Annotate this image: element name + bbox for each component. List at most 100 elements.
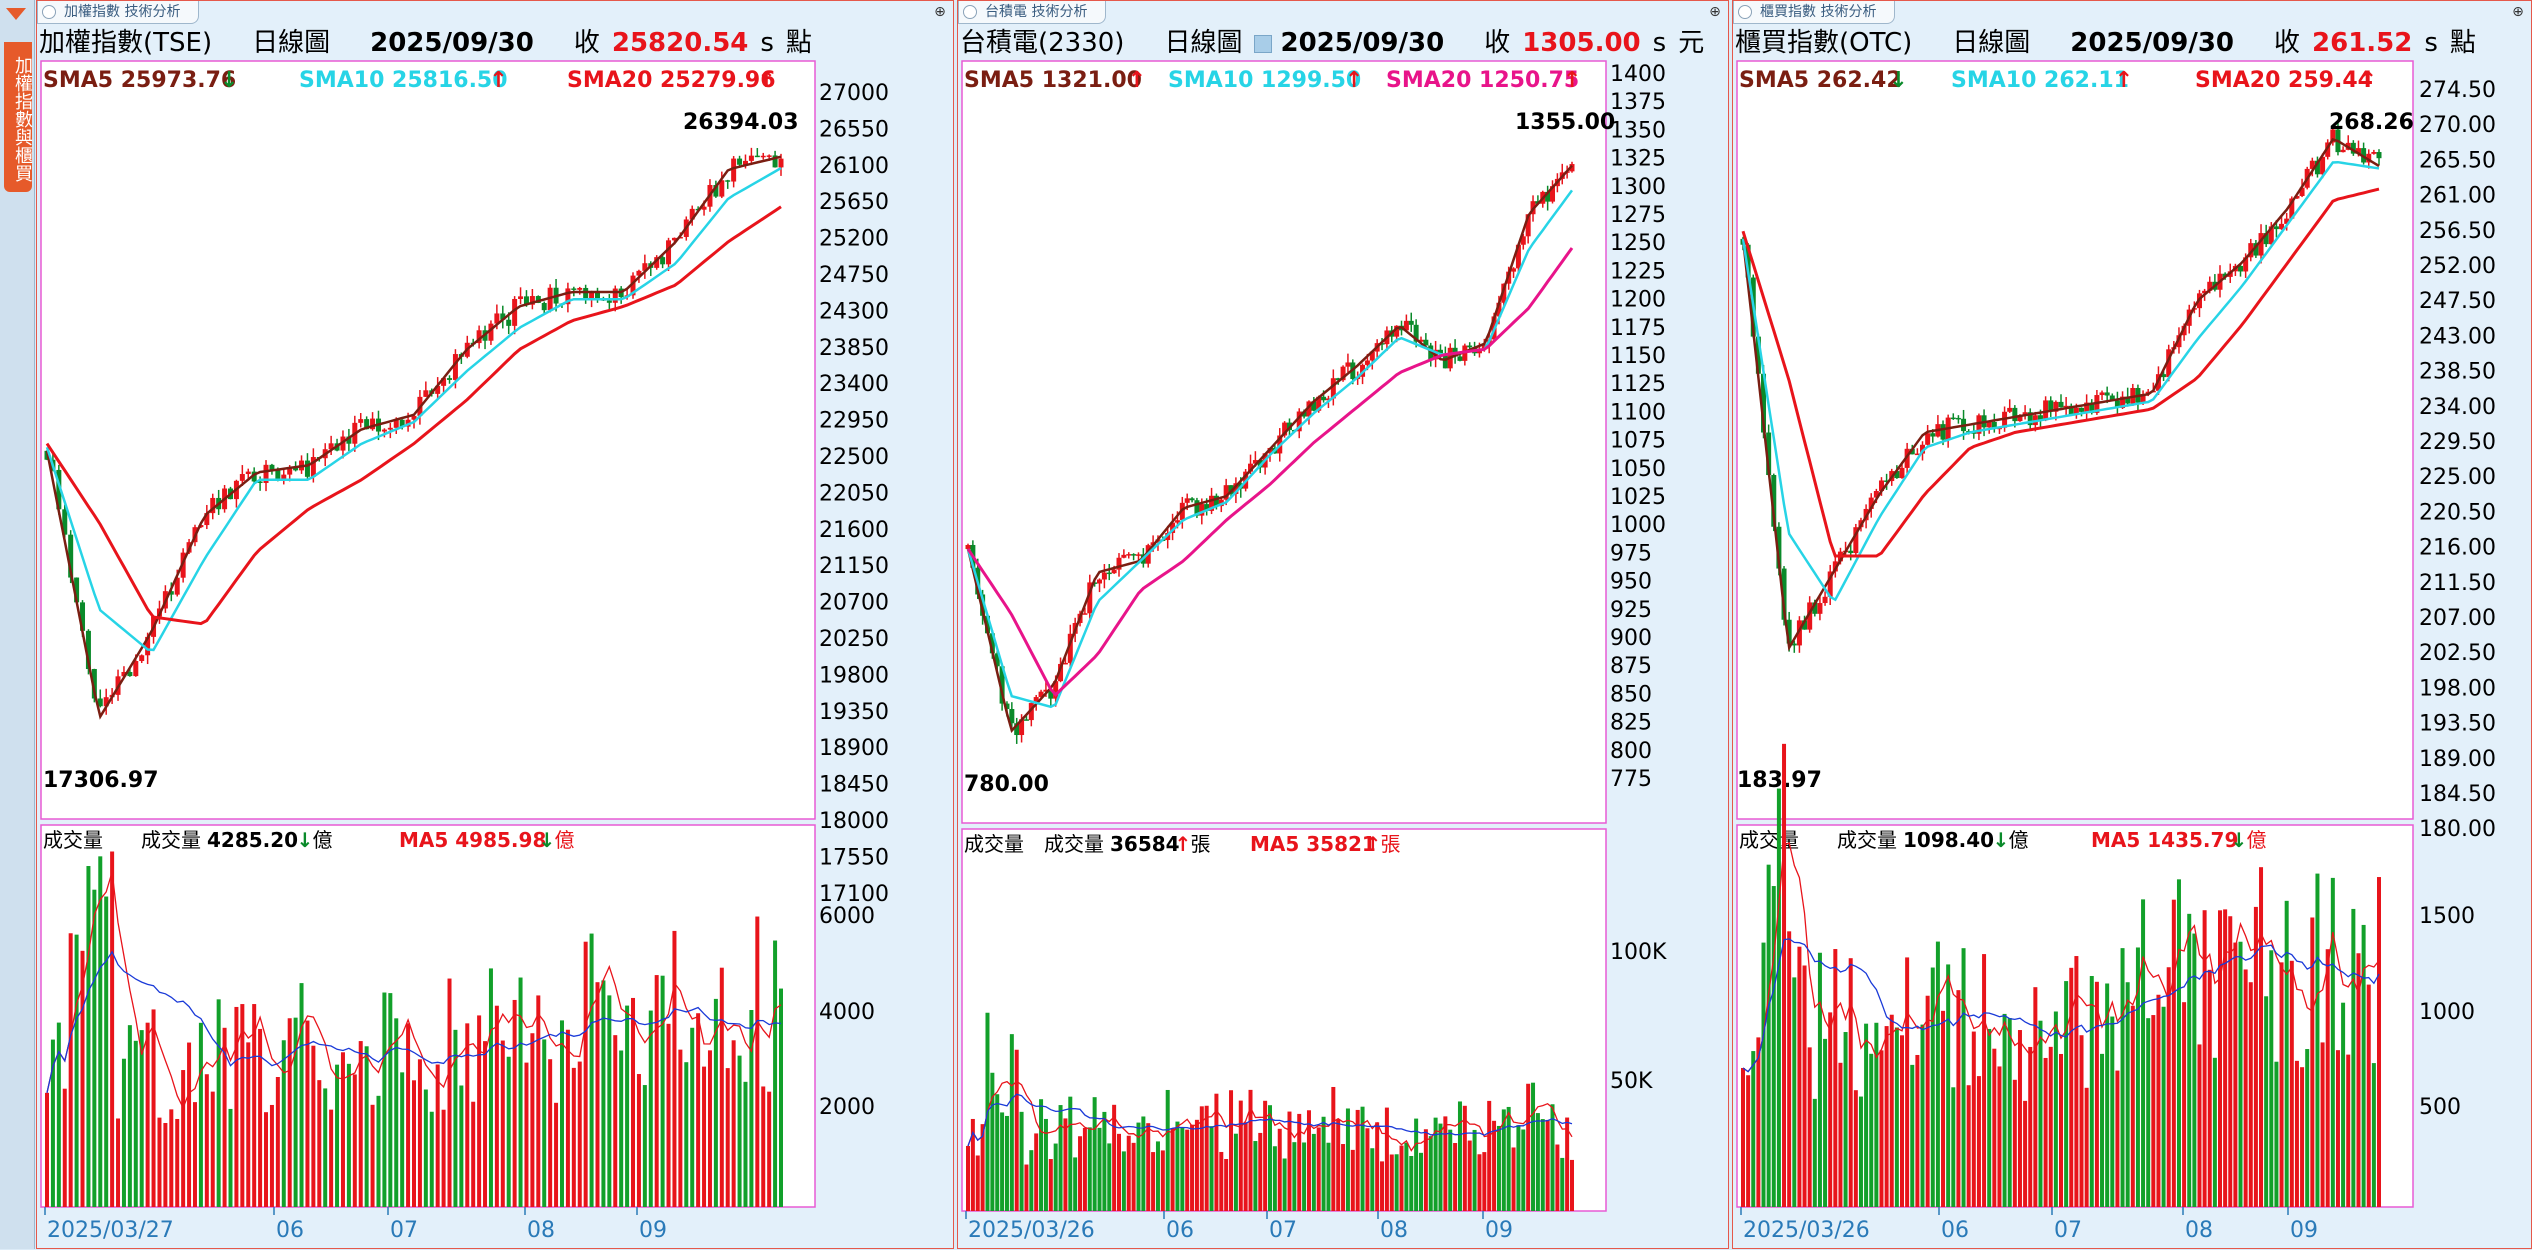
zoom-icon[interactable]: ⊕ xyxy=(934,4,946,20)
tab-icon xyxy=(963,5,977,19)
volume-unit: 億 xyxy=(2009,828,2029,852)
candle-body xyxy=(381,429,387,432)
volume-bar xyxy=(2269,950,2274,1207)
candle-body xyxy=(133,661,139,677)
volume-bar xyxy=(1565,1117,1570,1211)
volume-bar xyxy=(737,1055,742,1207)
candle-body xyxy=(2068,405,2074,415)
candle-body xyxy=(731,158,737,182)
candle-body xyxy=(1116,557,1122,570)
arrow-down-icon: ↓ xyxy=(297,828,314,852)
chart-header: 台積電(2330) 日線圖 2025/09/30 收 1305.00 s 元 xyxy=(960,25,1728,61)
candle-body xyxy=(1976,415,1982,434)
volume-bar xyxy=(1219,1151,1224,1211)
panel-tab[interactable]: 加權指數 技術分析 xyxy=(37,1,200,24)
volume-bar xyxy=(1175,1121,1180,1211)
volume-bar xyxy=(2259,867,2264,1207)
candle-body xyxy=(2253,243,2259,256)
volume-bar xyxy=(352,1074,357,1207)
volume-bar xyxy=(1151,1152,1156,1211)
period-label: 日線圖 xyxy=(252,28,331,58)
y-tick-label: 202.50 xyxy=(2419,641,2496,666)
volume-bar xyxy=(571,1067,576,1207)
volume-bar xyxy=(192,1102,197,1207)
volume-bar xyxy=(1029,1150,1034,1211)
volume-bar xyxy=(1350,1149,1355,1211)
y-tick-label: 23850 xyxy=(819,336,889,361)
candle-body xyxy=(1878,480,1884,492)
ma-legend-text: SMA10 262.11 xyxy=(1951,68,2129,93)
volume-bar xyxy=(187,1042,192,1207)
y-tick-label: 1375 xyxy=(1610,90,1666,115)
volume-bar xyxy=(1209,1126,1214,1211)
date-label: 2025/09/30 xyxy=(1280,28,1445,58)
ma-line-sma5 xyxy=(1741,138,2380,652)
volume-bar xyxy=(121,1058,126,1207)
volume-bar xyxy=(583,941,588,1207)
panel-tab[interactable]: 櫃買指數 技術分析 xyxy=(1733,1,1896,24)
date-label: 2025/09/30 xyxy=(2070,28,2234,58)
volume-bar xyxy=(1238,1100,1243,1211)
zoom-icon[interactable]: ⊕ xyxy=(1709,4,1721,20)
candle-body xyxy=(2140,393,2146,403)
volume-bar xyxy=(1874,1022,1879,1207)
volume-bar xyxy=(2028,1046,2033,1207)
date-axis: 2025/03/26 06 07 08 09 xyxy=(965,1211,1513,1243)
candle-body xyxy=(1403,320,1409,331)
volume-value-label: 成交量 xyxy=(141,828,201,852)
candle-body xyxy=(2355,148,2361,154)
candle-body xyxy=(1394,325,1400,337)
candle-body xyxy=(2340,149,2346,153)
candle-body xyxy=(1194,500,1200,516)
volume-ma20-line xyxy=(46,950,782,1093)
volume-bar xyxy=(1331,1086,1336,1211)
chart-header: 櫃買指數(OTC) 日線圖 2025/09/30 收 261.52 s 點 xyxy=(1735,25,2531,61)
sidebar-tab[interactable]: 加權指數與櫃買 xyxy=(4,42,33,192)
panel-tab[interactable]: 台積電 技術分析 xyxy=(958,1,1107,24)
volume-legend: 成交量 成交量 4285.20↓ 億 MA5 4985.98↓ 億 xyxy=(43,828,575,852)
volume-bar xyxy=(1526,1083,1531,1211)
collapse-arrow-icon[interactable] xyxy=(6,8,26,20)
volume-bar xyxy=(2289,960,2294,1207)
candle-body xyxy=(1174,520,1180,523)
volume-bar xyxy=(577,1061,582,1207)
y-tick-label: 24750 xyxy=(819,263,889,288)
candle-body xyxy=(1170,522,1176,533)
volume-bar xyxy=(2007,1018,2012,1207)
y-tick-label: 1400 xyxy=(1610,62,1666,87)
y-tick-label: 1175 xyxy=(1610,316,1666,341)
candle-body xyxy=(1009,709,1015,724)
candle-body xyxy=(68,534,74,578)
volume-bar xyxy=(1287,1111,1292,1211)
volume-bar xyxy=(1272,1146,1277,1211)
volume-bar xyxy=(234,1006,239,1207)
candle-body xyxy=(1082,613,1088,615)
volume-bar xyxy=(151,1009,156,1207)
volume-bar xyxy=(2192,933,2197,1207)
volume-bar xyxy=(2366,984,2371,1207)
y-tick-label: 975 xyxy=(1610,541,1652,566)
y-tick-label: 1100 xyxy=(1610,400,1666,425)
volume-bar xyxy=(346,1063,351,1207)
candle-body xyxy=(358,419,364,423)
candle-body xyxy=(328,443,334,450)
candle-body xyxy=(2289,198,2295,219)
y-tick-label: 1125 xyxy=(1610,372,1666,397)
volume-bar xyxy=(181,1070,186,1207)
candle-body xyxy=(1043,689,1049,692)
candle-body xyxy=(595,291,600,299)
volume-bar xyxy=(1889,1014,1894,1207)
y-tick-label: 261.00 xyxy=(2419,184,2496,209)
candle-body xyxy=(1496,302,1502,317)
date-checkbox-icon[interactable] xyxy=(1254,34,1273,53)
candle-body xyxy=(91,669,97,699)
volume-bar xyxy=(731,1040,736,1207)
volume-bar xyxy=(1248,1089,1253,1211)
y-tick-label: 1350 xyxy=(1610,118,1666,143)
arrow-down-icon: ↓ xyxy=(2231,828,2248,852)
tab-icon xyxy=(42,5,56,19)
zoom-icon[interactable]: ⊕ xyxy=(2512,4,2524,20)
candle-body xyxy=(1786,619,1792,644)
y-tick-label: 24300 xyxy=(819,299,889,324)
volume-bar xyxy=(975,1155,980,1211)
